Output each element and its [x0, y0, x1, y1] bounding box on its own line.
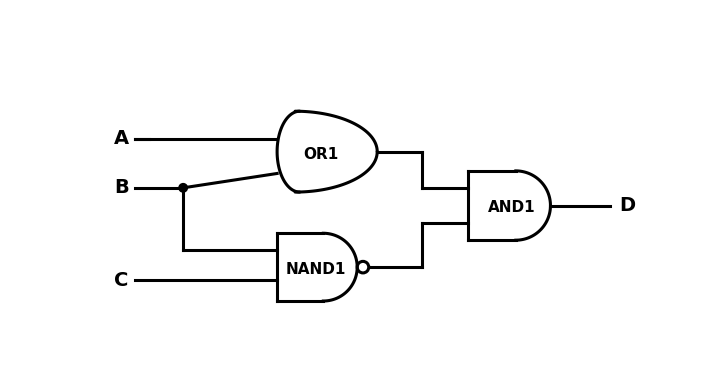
- Circle shape: [179, 184, 188, 192]
- Text: D: D: [619, 196, 635, 215]
- Text: A: A: [114, 129, 129, 148]
- Text: B: B: [114, 178, 129, 197]
- Text: NAND1: NAND1: [285, 262, 346, 277]
- Text: C: C: [114, 271, 129, 290]
- Text: AND1: AND1: [488, 200, 536, 215]
- Text: OR1: OR1: [303, 147, 339, 162]
